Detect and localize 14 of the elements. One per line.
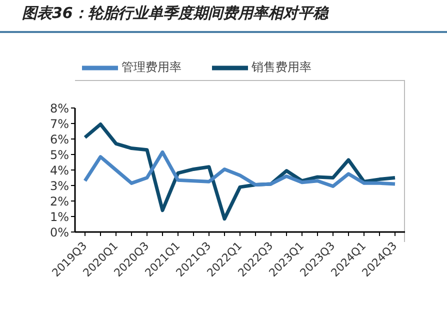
y-tick-label: 0% — [50, 225, 69, 240]
y-tick-label: 3% — [50, 178, 69, 193]
y-tick-label: 2% — [50, 194, 69, 208]
chart-title: 图表36：轮胎行业单季度期间费用率相对平稳 — [22, 4, 328, 23]
legend-label: 管理费用率 — [122, 60, 182, 74]
y-tick-label: 5% — [50, 148, 69, 162]
y-tick-label: 4% — [50, 163, 69, 178]
legend-label: 销售费用率 — [252, 60, 312, 74]
y-tick-label: 8% — [50, 101, 69, 116]
line-series — [83, 122, 397, 221]
y-tick-label: 6% — [50, 132, 69, 146]
y-tick-label: 7% — [50, 116, 69, 131]
line-series — [83, 150, 397, 188]
y-tick-label: 1% — [50, 210, 69, 224]
